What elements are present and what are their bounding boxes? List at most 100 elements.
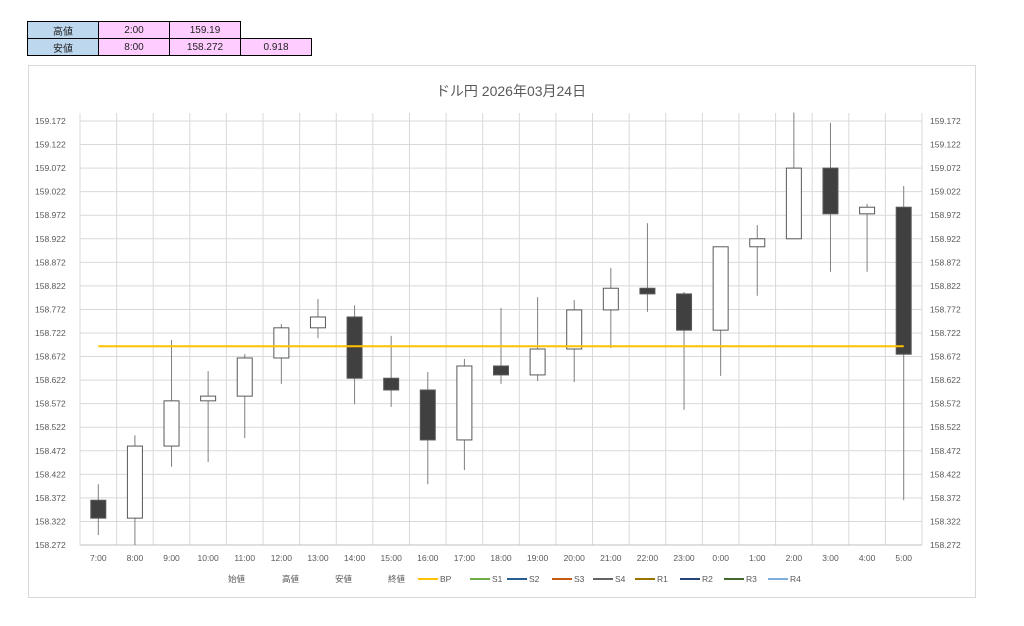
x-tick-label: 7:00 [90,553,107,563]
y-tick-label-left: 158.472 [35,446,66,456]
x-tick-label: 8:00 [127,553,144,563]
y-tick-label-left: 158.872 [35,257,66,267]
x-tick-label: 20:00 [564,553,586,563]
candle-body-up [785,167,802,240]
y-tick-label-left: 159.072 [35,163,66,173]
x-tick-label: 3:00 [822,553,839,563]
summary-row-low: 安値 8:00 158.272 0.918 [27,38,312,56]
low-time: 8:00 [98,38,170,56]
x-tick-label: 10:00 [197,553,219,563]
y-tick-label-left: 158.422 [35,469,66,479]
y-tick-label-right: 158.422 [930,469,961,479]
x-tick-label: 11:00 [234,553,255,563]
legend-label: BP [440,574,452,584]
y-tick-label-right: 158.772 [930,304,961,314]
y-tick-label-right: 158.672 [930,352,961,362]
y-tick-label-right: 159.172 [930,116,961,126]
legend-label: 安値 [335,574,353,584]
y-tick-label-right: 158.722 [930,328,961,338]
x-tick-label: 19:00 [527,553,549,563]
high-label: 高値 [27,21,99,39]
y-tick-label-left: 158.972 [35,210,66,220]
y-tick-label-left: 159.122 [35,140,66,150]
y-tick-label-right: 158.372 [930,493,961,503]
y-tick-label-right: 158.822 [930,281,961,291]
y-tick-label-left: 158.922 [35,234,66,244]
candle-body-up [236,357,253,397]
y-tick-label-right: 158.972 [930,210,961,220]
candle-body-up [602,287,619,311]
y-tick-label-left: 158.722 [35,328,66,338]
x-tick-label: 15:00 [381,553,403,563]
summary-table: 高値 2:00 159.19 安値 8:00 158.272 0.918 [27,21,312,56]
candle-body-up [712,246,729,331]
x-tick-label: 13:00 [307,553,329,563]
x-tick-label: 17:00 [454,553,476,563]
low-label: 安値 [27,38,99,56]
legend-label: 高値 [282,574,300,584]
legend-label: 始値 [228,574,246,584]
legend-label: S2 [529,574,540,584]
legend-label: R3 [746,574,757,584]
candle-body-down [822,167,839,215]
y-tick-label-right: 159.122 [930,140,961,150]
legend-label: R1 [657,574,668,584]
legend-label: R2 [702,574,713,584]
y-tick-label-left: 158.372 [35,493,66,503]
y-tick-label-left: 158.522 [35,422,66,432]
candle-body-down [676,293,693,331]
y-tick-label-left: 158.322 [35,516,66,526]
y-tick-label-right: 159.072 [930,163,961,173]
x-tick-label: 22:00 [637,553,659,563]
y-tick-label-right: 158.872 [930,257,961,267]
x-tick-label: 18:00 [490,553,512,563]
candle-body-up [126,445,143,519]
candle-body-up [749,238,766,248]
candle-body-up [859,206,876,215]
x-tick-label: 5:00 [895,553,912,563]
y-tick-label-left: 158.672 [35,352,66,362]
candle-body-up [566,309,583,350]
low-value: 158.272 [169,38,241,56]
y-tick-label-left: 158.622 [35,375,66,385]
candle-body-down [493,365,509,376]
y-tick-label-right: 158.472 [930,446,961,456]
x-tick-label: 9:00 [163,553,180,563]
high-time: 2:00 [98,21,170,39]
candle-body-up [456,365,473,441]
y-tick-label-left: 158.272 [35,540,66,550]
legend-label: S4 [615,574,626,584]
candle-body-down [419,389,436,441]
legend-label: S3 [574,574,585,584]
candle-body-down [90,499,107,519]
candle-body-up [200,395,217,402]
candle-body-up [273,327,290,359]
x-tick-label: 1:00 [749,553,766,563]
y-tick-label-left: 158.572 [35,399,66,409]
legend-label: 終値 [388,574,406,584]
y-tick-label-right: 158.922 [930,234,961,244]
y-tick-label-left: 159.022 [35,187,66,197]
y-tick-label-right: 159.022 [930,187,961,197]
candle-body-down [346,316,363,379]
candle-body-down [383,377,400,391]
y-tick-label-left: 159.172 [35,116,66,126]
y-tick-label-right: 158.522 [930,422,961,432]
chart-title: ドル円 2026年03月24日 [436,83,586,99]
y-tick-label-right: 158.322 [930,516,961,526]
x-tick-label: 2:00 [786,553,803,563]
y-tick-label-right: 158.572 [930,399,961,409]
y-tick-label-left: 158.772 [35,304,66,314]
candle-body-down [639,287,656,295]
candle-body-down [895,206,912,355]
candle-body-up [309,316,326,329]
legend-label: S1 [492,574,503,584]
chart-area[interactable] [28,65,976,598]
x-tick-label: 12:00 [271,553,293,563]
x-tick-label: 21:00 [600,553,622,563]
range-value: 0.918 [240,38,312,56]
x-tick-label: 23:00 [673,553,695,563]
x-tick-label: 16:00 [417,553,439,563]
x-tick-label: 14:00 [344,553,366,563]
